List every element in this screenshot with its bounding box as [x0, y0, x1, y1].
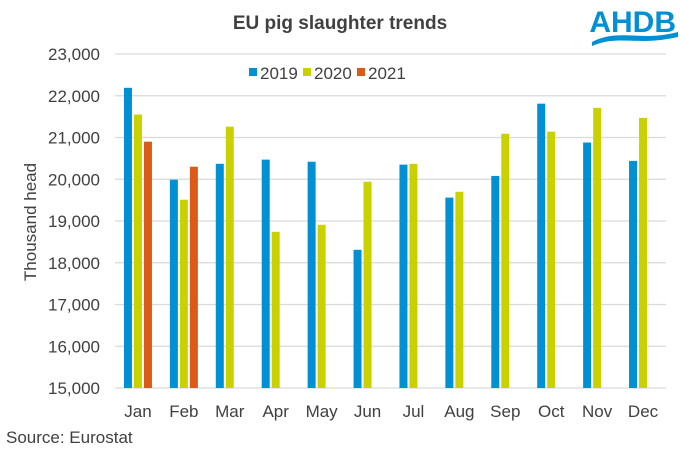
x-tick-label: Apr [262, 402, 289, 421]
logo-text: AHDB [590, 6, 676, 39]
bar-2020-dec [639, 117, 648, 388]
bar-2019-oct [537, 103, 546, 389]
bar-2020-may [317, 224, 326, 388]
y-axis-ticks: 15,000 16,000 17,000 18,000 19,000 20,000 21,0… [48, 45, 100, 398]
x-tick-label: Feb [169, 402, 198, 421]
x-axis-ticks: Jan Feb Mar Apr May Jun Jul Aug Sep Oct Nov Dec [124, 402, 658, 421]
legend-label-2020: 2020 [314, 64, 352, 83]
x-tick-label: Mar [215, 402, 245, 421]
bar-2019-feb [169, 179, 178, 388]
bar-2019-dec [629, 160, 638, 388]
legend-swatch-2019 [249, 68, 257, 76]
x-tick-label: Jul [403, 402, 425, 421]
y-tick-label: 23,000 [48, 45, 100, 64]
bar-2019-aug [445, 197, 454, 388]
x-tick-label: Aug [444, 402, 474, 421]
y-tick-label: 20,000 [48, 170, 100, 189]
y-tick-label: 15,000 [48, 379, 100, 398]
bar-2019-mar [215, 163, 224, 388]
x-tick-label: Sep [490, 402, 520, 421]
x-tick-label: Oct [538, 402, 565, 421]
bar-2020-feb [179, 199, 188, 388]
x-tick-label: Nov [582, 402, 613, 421]
legend: 2019 2020 2021 [249, 64, 406, 83]
x-tick-label: Jan [124, 402, 151, 421]
bars [123, 87, 648, 389]
ahdb-logo: AHDB [590, 6, 678, 46]
y-tick-label: 22,000 [48, 87, 100, 106]
y-tick-label: 17,000 [48, 296, 100, 315]
bar-2020-mar [225, 126, 234, 389]
y-tick-label: 18,000 [48, 254, 100, 273]
bar-2021-jan [143, 141, 152, 388]
bar-2020-jan [133, 114, 142, 388]
legend-label-2021: 2021 [368, 64, 406, 83]
source-note: Source: Eurostat [6, 428, 133, 447]
y-tick-label: 21,000 [48, 129, 100, 148]
bar-2020-apr [271, 231, 280, 388]
bar-2020-aug [455, 191, 464, 388]
chart-title: EU pig slaughter trends [233, 13, 447, 34]
bar-2019-sep [491, 175, 500, 388]
bar-2021-feb [189, 166, 198, 388]
bar-2020-jul [409, 163, 418, 388]
bar-2020-sep [501, 133, 510, 388]
legend-swatch-2021 [357, 68, 365, 76]
bar-2019-may [307, 161, 316, 388]
bar-2020-jun [363, 181, 372, 388]
y-tick-label: 16,000 [48, 337, 100, 356]
bar-2019-jan [123, 87, 132, 388]
bar-2019-nov [583, 142, 592, 388]
y-axis-label: Thousand head [21, 163, 40, 281]
bar-2020-nov [593, 107, 602, 389]
logo-wave-icon [592, 32, 678, 46]
y-tick-label: 19,000 [48, 212, 100, 231]
x-tick-label: Jun [354, 402, 381, 421]
bar-2019-jun [353, 249, 362, 388]
x-tick-label: May [306, 402, 339, 421]
legend-label-2019: 2019 [260, 64, 298, 83]
x-tick-label: Dec [628, 402, 659, 421]
bar-2019-jul [399, 164, 408, 388]
bar-2019-apr [261, 159, 270, 388]
legend-swatch-2020 [303, 68, 311, 76]
gridlines [115, 53, 666, 389]
bar-2020-oct [547, 131, 556, 388]
